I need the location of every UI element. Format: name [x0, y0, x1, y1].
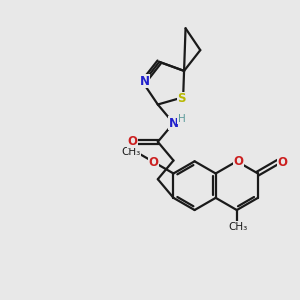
Text: O: O: [233, 155, 243, 168]
Text: N: N: [169, 117, 179, 130]
Text: O: O: [277, 156, 287, 169]
Text: N: N: [140, 75, 150, 88]
Text: CH₃: CH₃: [228, 222, 247, 232]
Text: CH₃: CH₃: [121, 147, 140, 157]
Text: S: S: [177, 92, 186, 105]
Text: O: O: [148, 156, 158, 169]
Text: H: H: [178, 114, 186, 124]
Text: O: O: [128, 135, 138, 148]
